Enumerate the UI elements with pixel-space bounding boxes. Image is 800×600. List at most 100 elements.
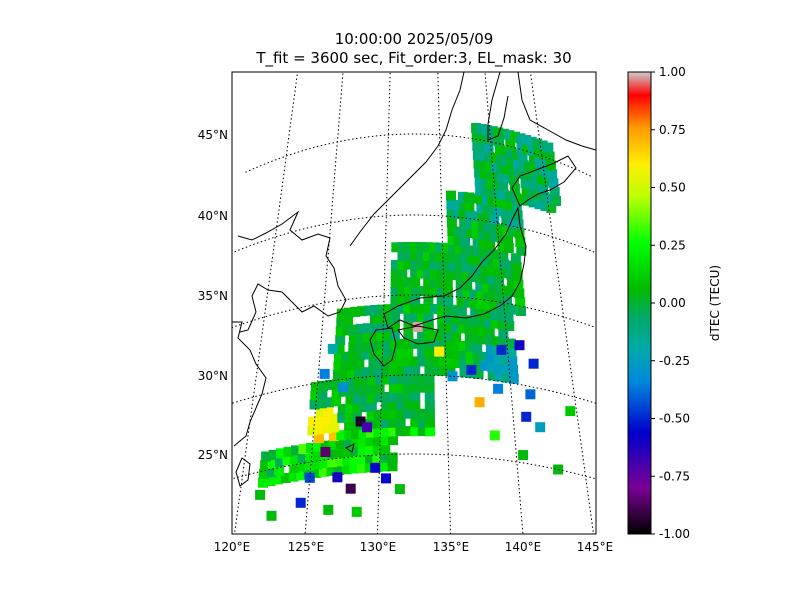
dtec-cell [455,261,465,272]
dtec-cell [410,426,421,437]
dtec-cell [499,198,510,209]
dtec-cell [435,242,446,253]
dtec-cell [512,270,523,281]
dtec-cell [324,397,334,408]
dtec-cell [487,370,498,381]
dtec-cell [462,280,473,291]
dtec-cell [452,200,463,210]
dtec-cell [352,393,363,404]
dtec-cell [396,382,406,393]
dtec-cell [471,324,482,335]
dtec-cell [335,447,346,458]
dtec-cell [473,246,484,257]
dtec-cell [524,161,535,172]
dtec-cell [337,412,348,423]
dtec-cell [395,400,406,411]
dtec-cell [512,158,523,169]
dtec-cell [368,366,379,377]
dtec-cell [501,216,512,227]
dtec-cell [474,272,485,283]
dtec-cell [446,190,456,201]
lon-tick-label: 120°E [214,540,251,554]
dtec-cell [450,314,461,324]
dtec-cell [260,460,271,471]
dtec-cell [267,458,278,469]
dtec-cell [397,286,408,297]
dtec-cell [466,364,477,375]
dtec-cell [297,452,308,463]
dtec-cell [493,353,504,364]
dtec-cell [457,314,468,325]
dtec-cell [546,202,557,213]
dtec-cell [500,146,511,157]
dtec-cell [424,391,435,402]
dtec-cell [389,330,400,341]
dtec-cell [494,362,505,373]
dtec-cell [473,255,484,266]
dtec-cell [376,313,387,324]
dtec-cell [437,339,448,350]
dtec-cell [447,226,458,236]
dtec-cell [423,321,434,332]
dtec-cell [397,259,408,270]
dtec-cell [425,417,435,428]
graticule [232,72,596,534]
dtec-cell [280,473,291,483]
dtec-cell [459,227,470,238]
dtec-cell [543,142,554,153]
dtec-cell [312,450,323,461]
dtec-cell [477,132,488,143]
dtec-cell [265,476,276,486]
dtec-cell [498,189,509,200]
dtec-cell [318,380,329,391]
dtec-cell [347,359,358,370]
dtec-cell [460,236,471,247]
dtec-cell [499,259,509,270]
dtec-cell [403,250,414,261]
dtec-cell [334,465,345,475]
dtec-cell [478,150,489,161]
dtec-cell [509,304,520,315]
coastline-china [232,321,267,447]
dtec-cell [501,155,512,166]
dtec-cell [466,359,477,370]
dtec-cell [396,356,407,367]
dtec-cell [410,417,421,428]
dtec-cell [373,418,384,429]
dtec-cell [501,285,512,296]
dtec-cell [471,220,482,230]
dtec-cell [390,295,401,306]
dtec-cell [327,343,338,354]
dtec-cell [485,160,495,171]
dtec-cell [474,167,485,178]
dtec-cell [509,183,520,194]
dtec-cell [403,382,414,393]
dtec-cell [403,259,414,270]
dtec-cell [483,300,493,311]
dtec-cell [458,200,469,211]
dtec-cell [471,333,482,344]
dtec-cell [335,335,346,345]
dtec-cell [335,326,346,337]
dtec-cell [548,178,559,189]
dtec-cell [528,154,539,165]
dtec-cell [475,281,486,292]
dtec-cell [370,305,381,315]
dtec-cell [487,265,497,276]
dtec-cell [389,356,400,367]
colorbar-tick-label: -1.00 [659,527,690,541]
dtec-cell [360,375,371,386]
dtec-cell [351,428,362,439]
dtec-cell [473,360,484,370]
dtec-cell [510,253,521,264]
dtec-cell [444,348,455,359]
dtec-cell [410,408,421,419]
dtec-cell [367,392,378,403]
dtec-cell [441,251,452,262]
dtec-cell [474,264,485,274]
dtec-cell [311,467,322,478]
dtec-cell [342,446,353,457]
dtec-cell [327,448,338,459]
dtec-cell [295,497,306,508]
